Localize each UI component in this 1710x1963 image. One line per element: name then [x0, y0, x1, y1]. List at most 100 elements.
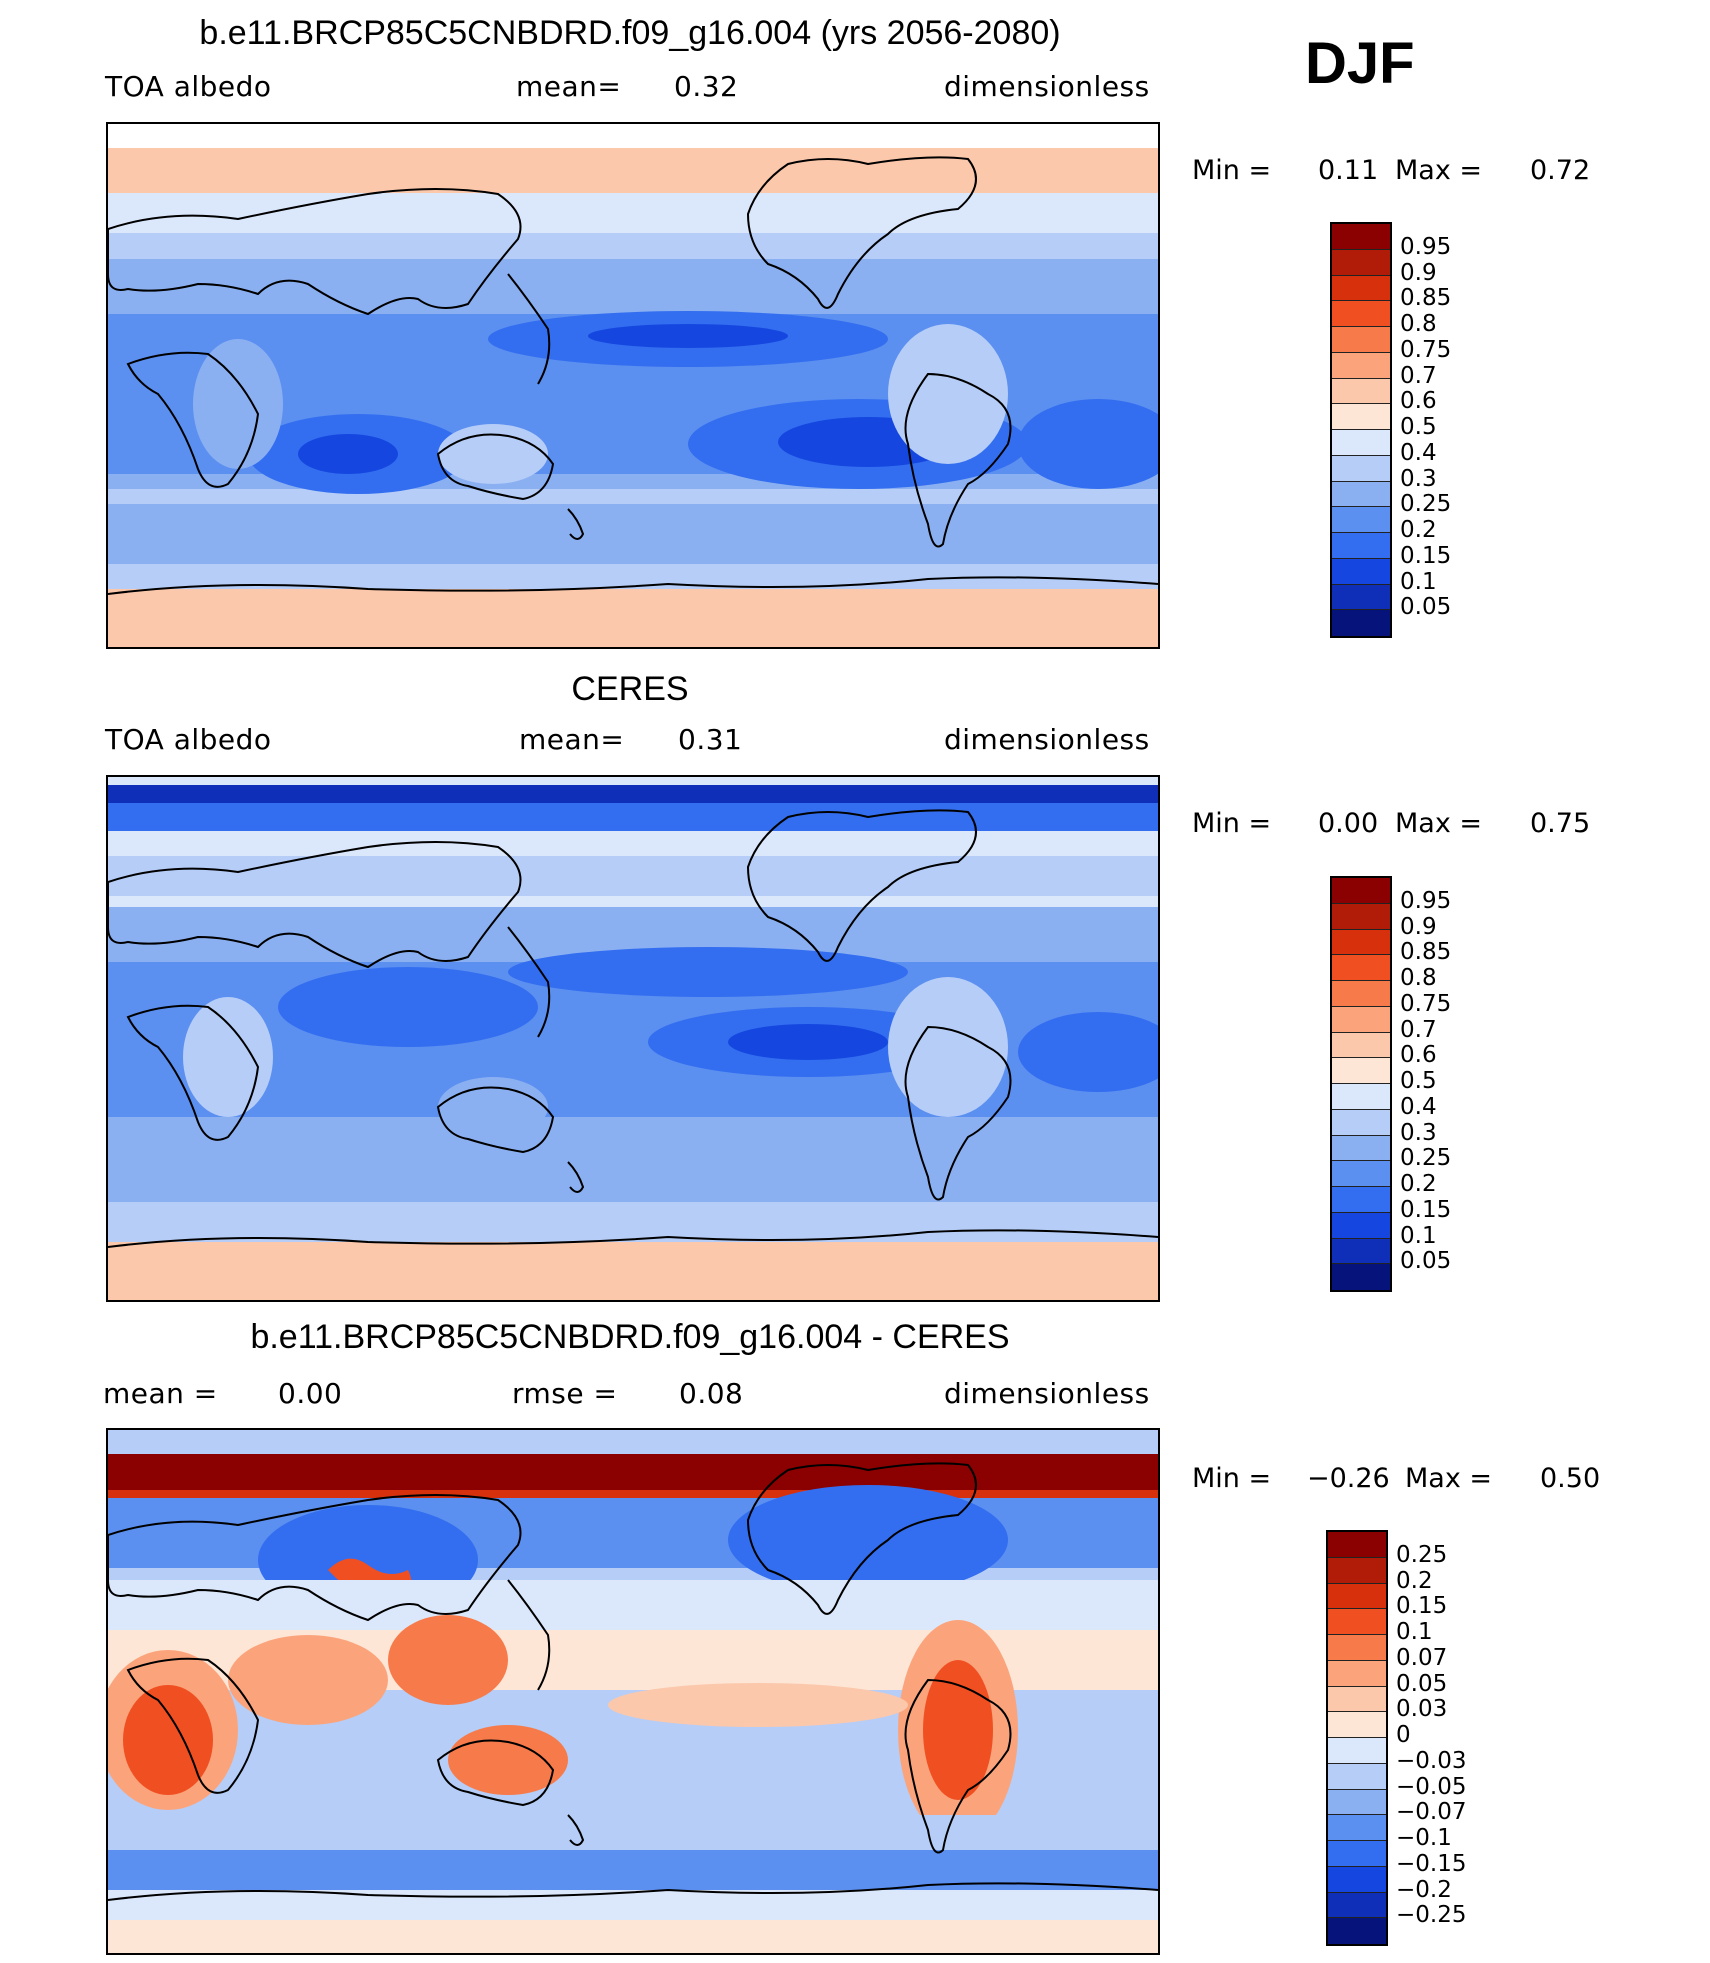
- colorbar-segment: [1332, 1032, 1390, 1059]
- colorbar-tick-label: −0.15: [1396, 1850, 1467, 1877]
- colorbar-segment: [1332, 1135, 1390, 1162]
- panel3-colorbar: [1326, 1530, 1388, 1946]
- colorbar-segment: [1328, 1815, 1386, 1841]
- colorbar-segment: [1328, 1557, 1386, 1584]
- panel2-max-label: Max =: [1395, 808, 1483, 839]
- colorbar-tick-label: 0.8: [1400, 311, 1437, 337]
- colorbar-tick-label: −0.1: [1396, 1825, 1452, 1851]
- colorbar-tick-label: 0.3: [1400, 465, 1437, 492]
- colorbar-segment: [1328, 1635, 1386, 1661]
- panel3-mean-label: mean =: [103, 1377, 218, 1410]
- colorbar-tick-label: 0.2: [1400, 1171, 1437, 1197]
- colorbar-tick-label: 0.2: [1400, 517, 1437, 543]
- colorbar-segment: [1328, 1892, 1386, 1919]
- panel3-mean-value: 0.00: [278, 1377, 343, 1410]
- panel2-mean-label: mean=: [519, 723, 625, 756]
- panel1-mean-label: mean=: [516, 70, 622, 103]
- colorbar-segment: [1332, 1006, 1390, 1033]
- colorbar-tick-label: 0.6: [1400, 1042, 1437, 1069]
- panel3-max-value: 0.50: [1540, 1463, 1601, 1494]
- colorbar-segment: [1332, 404, 1390, 430]
- colorbar-tick-label: −0.2: [1396, 1876, 1452, 1903]
- colorbar-tick-label: 0.9: [1400, 259, 1437, 286]
- panel2-colorbar: [1330, 876, 1392, 1292]
- colorbar-segment: [1328, 1763, 1386, 1790]
- panel2-title: CERES: [571, 670, 689, 708]
- colorbar-segment: [1332, 1109, 1390, 1136]
- colorbar-segment: [1332, 430, 1390, 456]
- colorbar-segment: [1332, 533, 1390, 559]
- colorbar-tick-label: 0.85: [1400, 285, 1452, 312]
- panel1-min-label: Min =: [1192, 155, 1272, 186]
- colorbar-segment: [1328, 1738, 1386, 1764]
- colorbar-segment: [1332, 903, 1390, 930]
- colorbar-tick-label: 0.15: [1396, 1593, 1448, 1620]
- colorbar-tick-label: 0.5: [1400, 1068, 1437, 1094]
- panel1-min-value: 0.11: [1318, 155, 1379, 186]
- colorbar-tick-label: 0.15: [1400, 1196, 1452, 1223]
- colorbar-tick-label: −0.05: [1396, 1773, 1467, 1800]
- panel1-title: b.e11.BRCP85C5CNBDRD.f09_g16.004 (yrs 20…: [199, 14, 1061, 52]
- colorbar-segment: [1332, 610, 1390, 636]
- colorbar-segment: [1328, 1686, 1386, 1713]
- colorbar-segment: [1332, 481, 1390, 508]
- panel3-min-label: Min =: [1192, 1463, 1272, 1494]
- panel2-min-label: Min =: [1192, 808, 1272, 839]
- panel3-rmse-label: rmse =: [512, 1377, 618, 1410]
- colorbar-segment: [1332, 1264, 1390, 1290]
- colorbar-tick-label: 0.9: [1400, 913, 1437, 940]
- panel1-max-label: Max =: [1395, 155, 1483, 186]
- colorbar-tick-label: 0.03: [1396, 1696, 1448, 1723]
- panel2-units: dimensionless: [944, 723, 1150, 756]
- panel1-mean-value: 0.32: [674, 70, 739, 103]
- colorbar-tick-label: 0.05: [1400, 594, 1452, 621]
- colorbar-segment: [1332, 981, 1390, 1007]
- colorbar-tick-label: 0.6: [1400, 388, 1437, 415]
- colorbar-segment: [1328, 1609, 1386, 1635]
- panel2-max-value: 0.75: [1530, 808, 1591, 839]
- colorbar-tick-label: −0.25: [1396, 1902, 1467, 1929]
- panel1-max-value: 0.72: [1530, 155, 1591, 186]
- colorbar-segment: [1328, 1841, 1386, 1867]
- colorbar-tick-label: −0.07: [1396, 1799, 1467, 1826]
- colorbar-tick-label: 0.4: [1400, 439, 1437, 466]
- panel3-rmse-value: 0.08: [679, 1377, 744, 1410]
- panel1-field-label: TOA albedo: [105, 70, 272, 103]
- colorbar-segment: [1332, 327, 1390, 353]
- colorbar-tick-label: 0.75: [1400, 336, 1452, 363]
- colorbar-tick-label: 0.25: [1400, 491, 1452, 518]
- panel3-min-value: −0.26: [1307, 1463, 1390, 1494]
- colorbar-segment: [1332, 378, 1390, 405]
- colorbar-tick-label: 0.5: [1400, 414, 1437, 440]
- colorbar-tick-label: 0: [1396, 1722, 1411, 1748]
- colorbar-segment: [1328, 1660, 1386, 1687]
- panel3-map: [106, 1428, 1160, 1955]
- panel2-mean-value: 0.31: [678, 723, 743, 756]
- panel3-max-label: Max =: [1405, 1463, 1493, 1494]
- colorbar-tick-label: 0.85: [1400, 939, 1452, 966]
- panel1-colorbar: [1330, 222, 1392, 638]
- panel2-map: [106, 775, 1160, 1302]
- colorbar-segment: [1332, 1161, 1390, 1187]
- colorbar-segment: [1332, 929, 1390, 956]
- colorbar-tick-label: 0.95: [1400, 233, 1452, 260]
- panel3-title: b.e11.BRCP85C5CNBDRD.f09_g16.004 - CERES: [250, 1318, 1010, 1356]
- colorbar-segment: [1332, 275, 1390, 302]
- colorbar-segment: [1332, 507, 1390, 533]
- colorbar-segment: [1332, 1238, 1390, 1265]
- colorbar-segment: [1328, 1712, 1386, 1738]
- colorbar-tick-label: 0.1: [1400, 568, 1437, 595]
- panel2-field-label: TOA albedo: [105, 723, 272, 756]
- colorbar-tick-label: 0.1: [1400, 1222, 1437, 1249]
- colorbar-tick-label: 0.07: [1396, 1644, 1448, 1671]
- colorbar-segment: [1332, 1187, 1390, 1213]
- panel1-units: dimensionless: [944, 70, 1150, 103]
- panel3-units: dimensionless: [944, 1377, 1150, 1410]
- colorbar-segment: [1328, 1583, 1386, 1610]
- colorbar-tick-label: 0.3: [1400, 1119, 1437, 1146]
- colorbar-tick-label: 0.95: [1400, 887, 1452, 914]
- colorbar-tick-label: 0.15: [1400, 542, 1452, 569]
- colorbar-segment: [1332, 224, 1390, 250]
- colorbar-segment: [1332, 1212, 1390, 1239]
- panel2-min-value: 0.00: [1318, 808, 1379, 839]
